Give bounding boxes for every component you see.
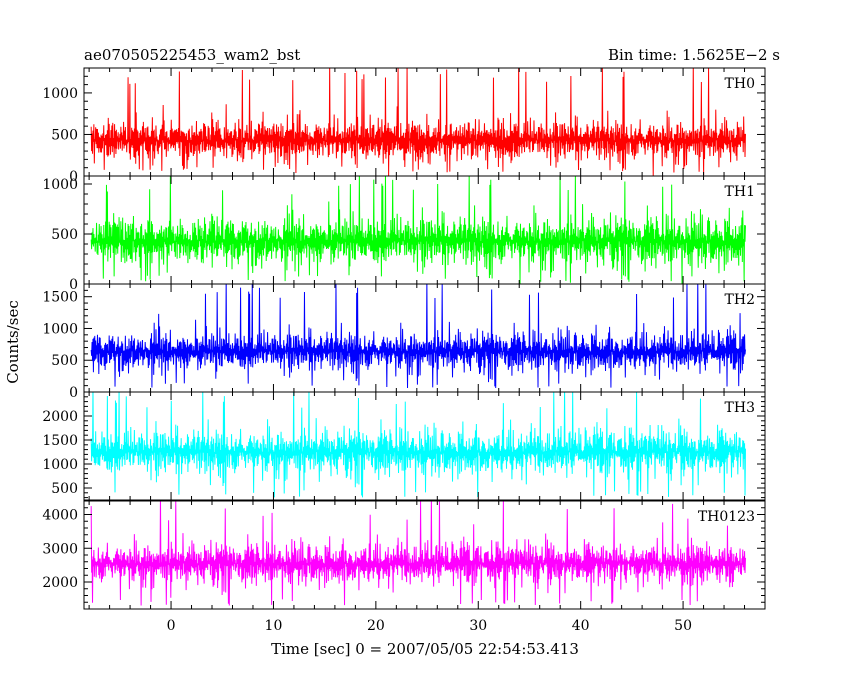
- y-tick-label: 500: [51, 127, 78, 143]
- panel-th1: 0 500 1000 TH1: [42, 175, 766, 293]
- x-tick-label: 30: [469, 618, 487, 634]
- y-tick-label: 0: [69, 385, 78, 401]
- x-tick-label: 20: [367, 618, 385, 634]
- chart-title: ae070505225453_wam2_bst: [84, 46, 300, 64]
- x-tick-label: 50: [674, 618, 692, 634]
- y-tick-label: 4000: [42, 508, 78, 524]
- y-tick-label: 500: [51, 227, 78, 243]
- series-th0: [90, 68, 746, 176]
- panel-frame: [83, 283, 766, 393]
- panel-th2: 0 500 1000 1500 TH2: [42, 283, 766, 401]
- panel-frame: [83, 67, 766, 177]
- panel-label: TH0: [725, 76, 755, 92]
- y-tick-label: 0: [69, 277, 78, 293]
- y-tick-label: 1000: [42, 86, 78, 102]
- series-th3: [90, 392, 746, 498]
- x-tick-label: 0: [167, 618, 176, 634]
- y-tick-label: 2000: [42, 575, 78, 591]
- y-tick-label: 1500: [42, 433, 78, 449]
- series-th2: [90, 284, 746, 389]
- y-tick-label: 1000: [42, 457, 78, 473]
- y-tick-label: 500: [51, 353, 78, 369]
- panel-label: TH0123: [698, 509, 755, 525]
- y-tick-label: 2000: [42, 409, 78, 425]
- y-tick-label: 0: [69, 169, 78, 185]
- panel-th0: 0 500 1000 TH0: [42, 67, 766, 185]
- y-tick-label: 1000: [42, 177, 78, 193]
- chart-bin-time: Bin time: 1.5625E−2 s: [608, 46, 780, 64]
- x-tick-label: 40: [572, 618, 590, 634]
- panel-label: TH2: [725, 292, 755, 308]
- panel-th3: 500 1000 1500 2000 TH3: [42, 391, 766, 501]
- series-th0123: [90, 501, 746, 606]
- panel-label: TH3: [725, 400, 755, 416]
- x-axis-label: Time [sec] 0 = 2007/05/05 22:54:53.413: [271, 640, 579, 658]
- y-tick-label: 3000: [42, 541, 78, 557]
- y-tick-label: 500: [51, 481, 78, 497]
- panel-th0123: 2000 3000 4000 TH0123: [42, 500, 766, 610]
- series-th1: [90, 176, 746, 284]
- y-tick-label: 1000: [42, 321, 78, 337]
- panel-label: TH1: [725, 184, 755, 200]
- panel-frame: [83, 391, 766, 501]
- y-axis-label: Counts/sec: [4, 300, 22, 384]
- y-tick-label: 1500: [42, 290, 78, 306]
- x-tick-label: 10: [265, 618, 283, 634]
